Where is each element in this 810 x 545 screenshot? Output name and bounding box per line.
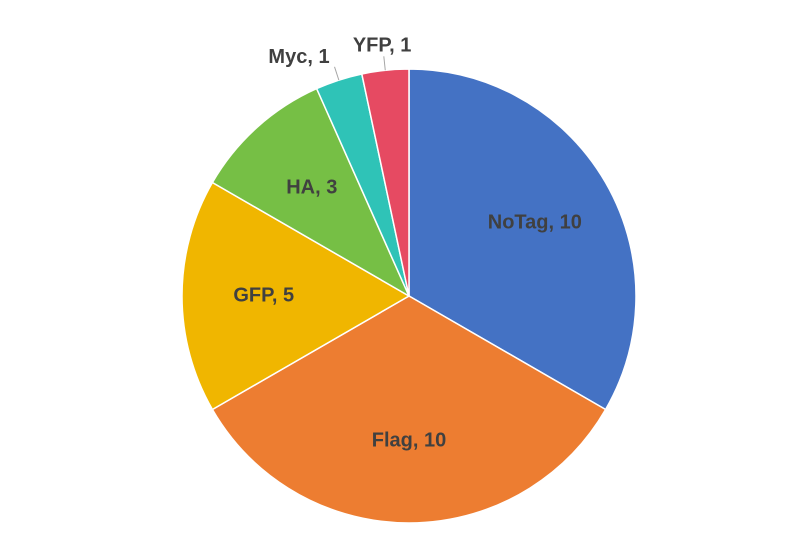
data-label: GFP, 5 (233, 284, 294, 306)
data-label: YFP, 1 (353, 35, 412, 57)
leader-line (383, 56, 386, 71)
pie-slice (211, 87, 411, 298)
pie-slice (181, 181, 411, 411)
leader-line (334, 66, 340, 81)
data-label: Flag, 10 (372, 430, 446, 452)
data-label: HA, 3 (286, 176, 337, 198)
data-label: Myc, 1 (268, 46, 329, 68)
data-label: NoTag, 10 (488, 212, 582, 234)
pie-slice (408, 68, 637, 411)
